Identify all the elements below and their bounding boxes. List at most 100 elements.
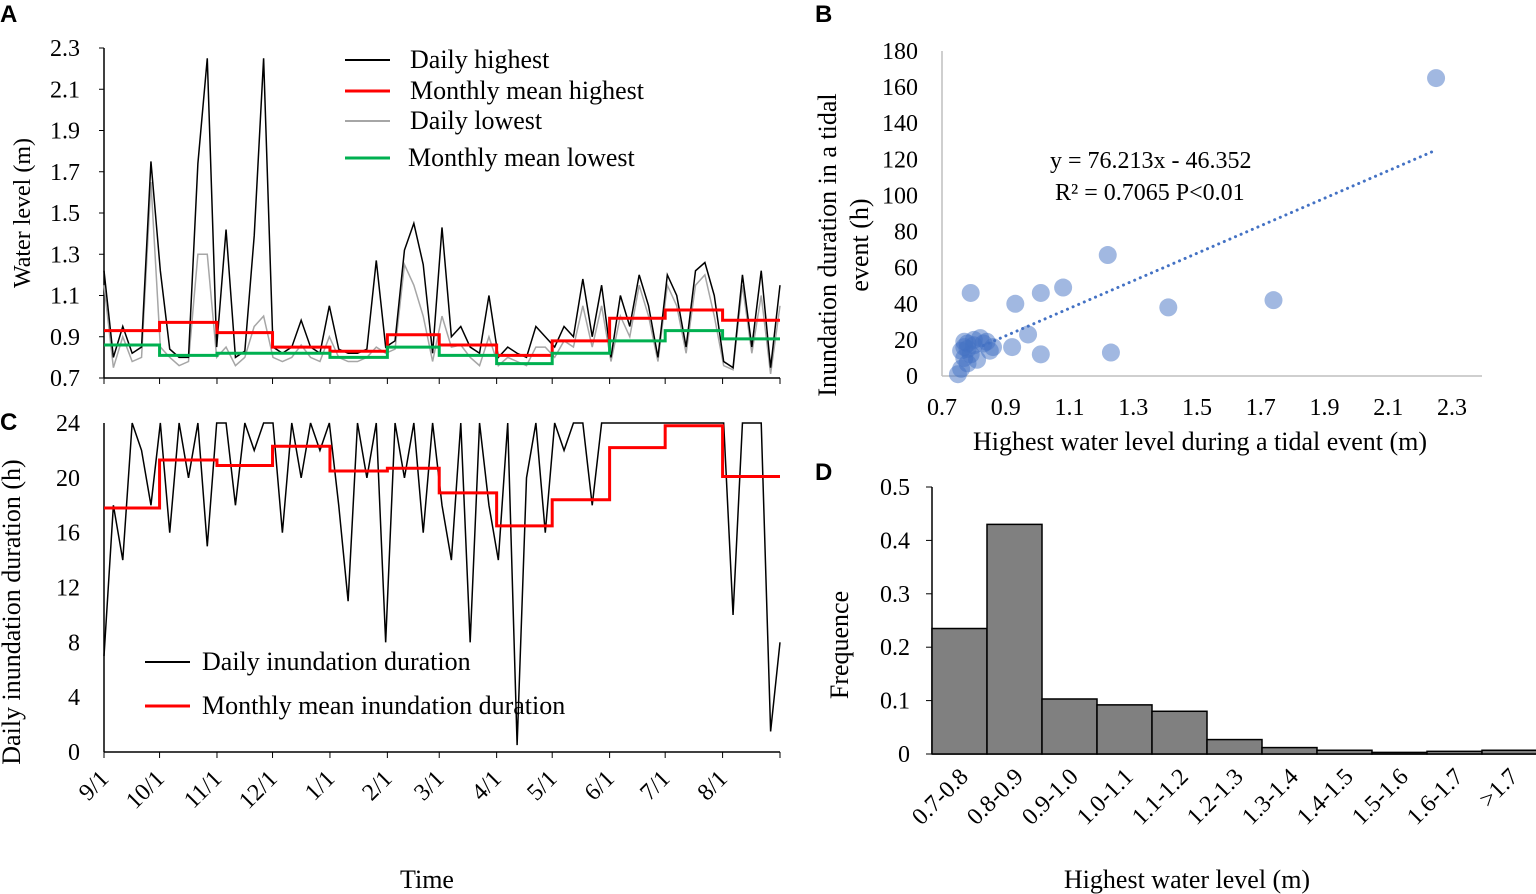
y-tick-label: 140: [882, 111, 918, 137]
regression-equation: y = 76.213x - 46.352: [1050, 148, 1252, 174]
x-tick-label: 1.3-1.4: [1237, 764, 1303, 830]
y-tick-label: 4: [68, 685, 80, 711]
y-axis-title: Daily inundation duration (h): [0, 459, 26, 764]
x-tick-label: 2.1: [1373, 395, 1403, 421]
data-point: [1019, 325, 1038, 344]
x-tick-label: 6/1: [580, 766, 620, 806]
y-tick-label: 160: [882, 75, 918, 101]
y-tick-label: 8: [68, 630, 80, 656]
x-tick-label: 1.1-1.2: [1127, 764, 1193, 830]
x-tick-label: 0.7: [927, 395, 957, 421]
histogram-bar: [931, 627, 988, 755]
panel-label-b: B: [815, 1, 832, 28]
y-tick-label: 0: [898, 742, 910, 768]
legend-label: Daily highest: [410, 45, 550, 74]
data-point: [1427, 69, 1446, 88]
data-point: [1003, 338, 1022, 357]
y-tick-label: 0: [68, 740, 80, 766]
data-point: [1098, 246, 1117, 265]
data-point: [974, 334, 993, 353]
monthly-mean-lowest-line: [104, 329, 780, 366]
y-tick-label: 180: [882, 39, 918, 65]
data-point: [955, 332, 974, 351]
data-point: [1159, 298, 1178, 317]
x-tick-label: 1.5-1.6: [1347, 764, 1413, 830]
y-tick-label: 1.7: [50, 160, 80, 186]
histogram-bar: [1096, 704, 1153, 755]
y-tick-label: 2.1: [50, 77, 80, 103]
y-tick-label: 12: [56, 576, 80, 602]
x-tick-label: >1.7: [1475, 764, 1524, 813]
histogram-bar: [1151, 710, 1208, 755]
y-tick-label: 60: [894, 256, 918, 282]
x-tick-label: 1/1: [300, 766, 340, 806]
panel-b-scatter: 180 160 140 120 100 80 60 40 20 0 0.7 0.9 1.1 1.3 1.5 1…: [813, 39, 1482, 456]
legend-label: Monthly mean inundation duration: [202, 691, 565, 720]
monthly-mean-highest-line: [104, 308, 780, 357]
data-point: [1031, 345, 1050, 364]
histogram-bar: [986, 523, 1043, 755]
x-tick-label: 5/1: [522, 766, 562, 806]
x-tick-label: 7/1: [635, 766, 675, 806]
x-tick-label: 1.1: [1055, 395, 1085, 421]
data-point: [948, 365, 967, 384]
x-tick-label: 1.6-1.7: [1402, 764, 1468, 830]
y-tick-label: 0.2: [880, 635, 910, 661]
y-tick-label: 0: [906, 364, 918, 390]
x-tick-label: 2.3: [1437, 395, 1467, 421]
x-tick-label: 2/1: [358, 766, 398, 806]
x-tick-label: 0.9: [991, 395, 1021, 421]
histogram-bar: [1481, 749, 1536, 755]
y-tick-label: 20: [894, 328, 918, 354]
x-tick-label: 1.7: [1246, 395, 1276, 421]
data-point: [1264, 291, 1283, 310]
panel-d-histogram: 0.5 0.4 0.3 0.2 0.1 00.7-0.80.8-0.90.9-1.01.0…: [825, 475, 1536, 894]
data-point: [961, 283, 980, 302]
legend-label: Monthly mean lowest: [408, 143, 636, 172]
histogram-bar: [1371, 751, 1428, 755]
x-tick-label: 1.9: [1310, 395, 1340, 421]
histogram-bar: [1316, 749, 1373, 755]
x-tick-label: 0.8-0.9: [962, 764, 1028, 830]
y-tick-label: 0.3: [880, 582, 910, 608]
y-tick-label: 0.4: [880, 528, 910, 554]
panel-a-water-level: 2.3 2.1 1.9 1.7 1.5 1.3 1.1 0.9 0.7 Water level (…: [10, 36, 781, 392]
x-tick-label: 1.0-1.1: [1072, 764, 1138, 830]
x-axis-title: Time: [400, 865, 454, 894]
legend-label: Daily inundation duration: [202, 647, 471, 676]
y-tick-label: 40: [894, 292, 918, 318]
daily-lowest-line: [103, 182, 781, 374]
x-tick-label: 1.2-1.3: [1182, 764, 1248, 830]
x-tick-label: 1.3: [1118, 395, 1148, 421]
histogram-bar: [1041, 698, 1098, 755]
data-point: [1101, 343, 1120, 362]
histogram-bar: [1206, 738, 1263, 755]
x-tick-label: 0.7-0.8: [907, 764, 973, 830]
data-point: [1006, 294, 1025, 313]
y-tick-label: 0.5: [880, 475, 910, 501]
y-axis-title-line1: Inundation duration in a tidal: [813, 93, 842, 396]
panel-c-inundation: 24 20 16 12 8 4 09/1 10/1 11/1 12/1 1/1 2/1 3/1 4/1 5/…: [0, 411, 781, 894]
x-tick-label: 3/1: [409, 766, 449, 806]
y-tick-label: 24: [56, 411, 80, 437]
data-point: [1031, 283, 1050, 302]
daily-highest-line: [103, 58, 781, 369]
x-tick-label: 0.9-1.0: [1017, 764, 1083, 830]
data-point: [1054, 278, 1073, 297]
y-tick-label: 120: [882, 147, 918, 173]
x-axis-title: Highest water level during a tidal event…: [973, 427, 1427, 456]
histogram-bar: [1426, 750, 1483, 755]
y-tick-label: 1.3: [50, 242, 80, 268]
histogram-bar: [1261, 746, 1318, 755]
legend-label: Monthly mean highest: [410, 76, 645, 105]
y-tick-label: 20: [56, 466, 80, 492]
panel-label-a: A: [0, 1, 17, 28]
y-axis-title-line2: event (h): [845, 198, 874, 291]
x-tick-label: 10/1: [121, 766, 170, 815]
legend-label: Daily lowest: [410, 106, 543, 135]
x-tick-label: 9/1: [74, 766, 114, 806]
y-tick-label: 0.9: [50, 325, 80, 351]
y-axis-title: Water level (m): [10, 138, 36, 288]
x-tick-label: 11/1: [179, 766, 227, 814]
